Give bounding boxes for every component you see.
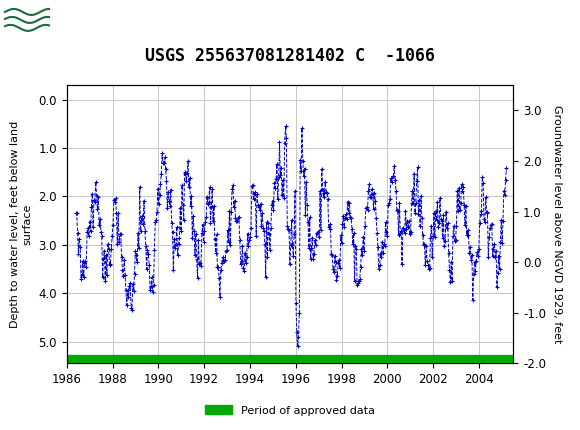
Bar	[4, 3, 50, 35]
Legend: Period of approved data: Period of approved data	[200, 401, 380, 420]
Text: USGS 255637081281402 C  -1066: USGS 255637081281402 C -1066	[145, 47, 435, 65]
Y-axis label: Groundwater level above NGVD 1929, feet: Groundwater level above NGVD 1929, feet	[552, 105, 561, 344]
Text: USGS: USGS	[60, 9, 124, 29]
Y-axis label: Depth to water level, feet below land
surface: Depth to water level, feet below land su…	[10, 121, 33, 328]
